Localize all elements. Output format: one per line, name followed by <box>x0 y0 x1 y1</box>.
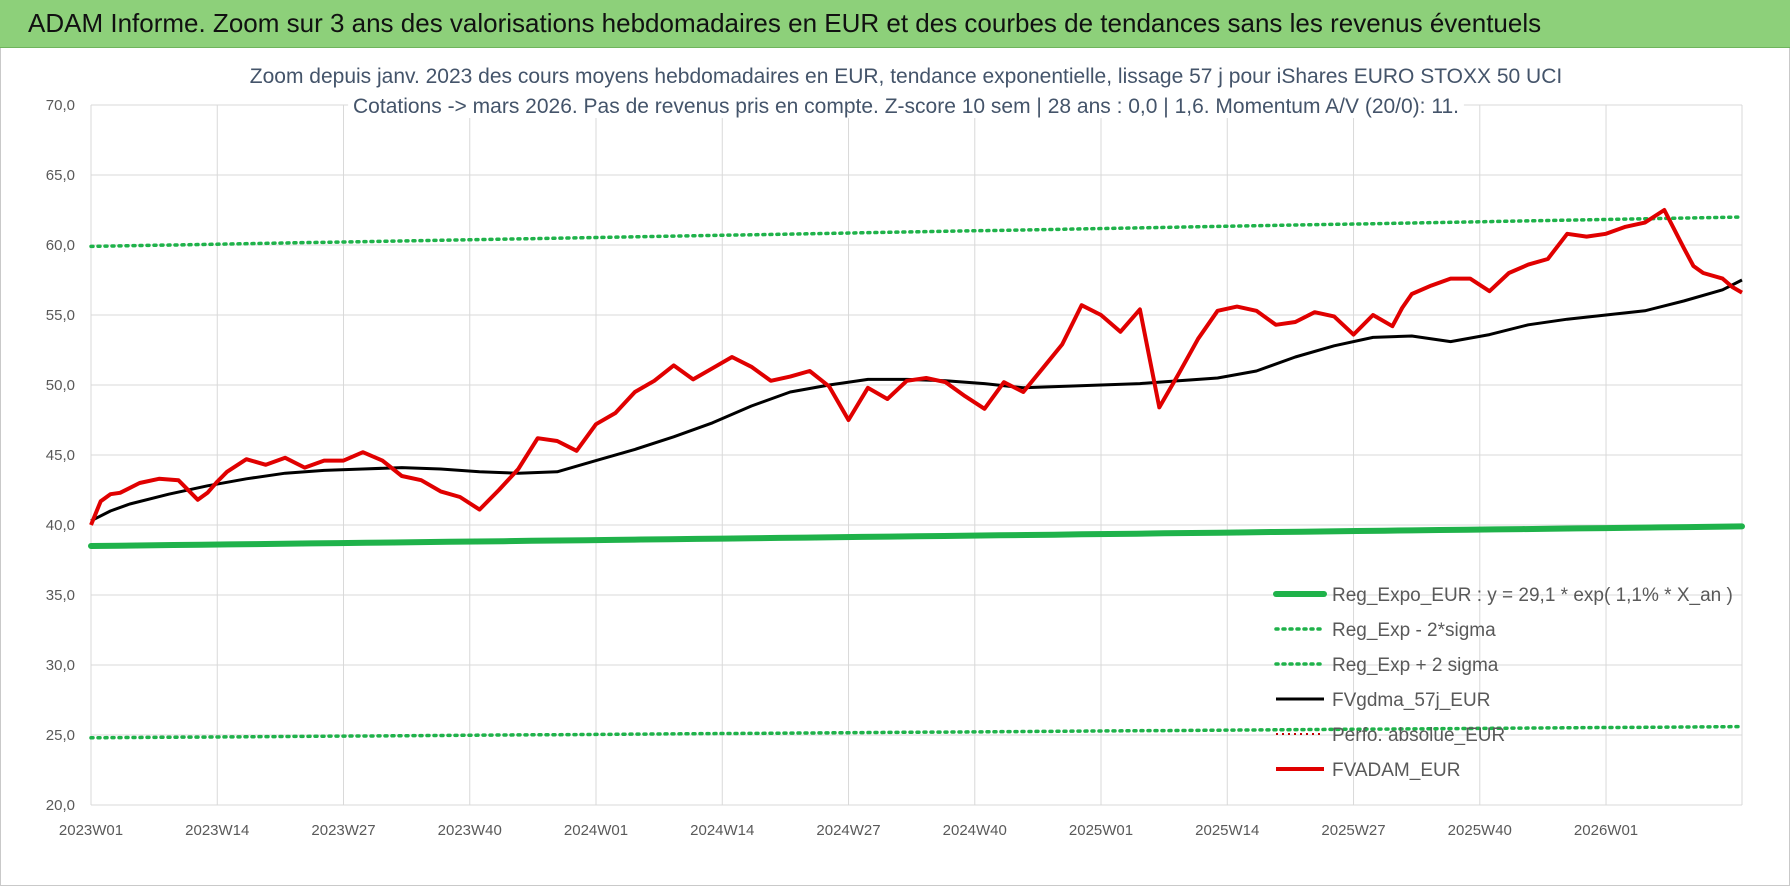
x-tick-label: 2025W27 <box>1321 822 1385 839</box>
series-line-2 <box>89 215 1744 249</box>
y-tick-label: 40,0 <box>46 517 75 534</box>
y-tick-label: 30,0 <box>46 657 75 674</box>
legend-entry: Reg_Exp + 2 sigma <box>1332 655 1499 676</box>
legend-entry: Perfo. absolue_EUR <box>1332 725 1505 746</box>
chart-legend: Reg_Expo_EUR : y = 29,1 * exp( 1,1% * X_… <box>1273 585 1733 781</box>
y-tick-label: 55,0 <box>46 307 75 324</box>
x-axis-ticks: 2023W01 2023W14 2023W27 2023W40 2024W01 2024W… <box>59 822 1638 839</box>
y-tick-label: 60,0 <box>46 237 75 254</box>
series-line-0 <box>88 523 1745 549</box>
y-tick-label: 65,0 <box>46 167 75 184</box>
chart-title: Zoom depuis janv. 2023 des cours moyens … <box>250 60 1562 118</box>
legend-entry: Reg_Exp - 2*sigma <box>1332 620 1496 641</box>
chart-title-bg <box>348 90 1464 118</box>
chart-title-bg <box>286 60 1526 88</box>
y-tick-label: 25,0 <box>46 727 75 744</box>
x-tick-label: 2024W40 <box>943 822 1007 839</box>
y-axis-ticks: 70,0 65,0 60,0 55,0 50,0 45,0 40,0 35,0 30,0 25,0… <box>46 97 75 814</box>
series-line-5 <box>89 208 1743 526</box>
legend-entry: Reg_Expo_EUR : y = 29,1 * exp( 1,1% * X_… <box>1332 585 1733 606</box>
y-tick-label: 45,0 <box>46 447 75 464</box>
report-banner-title: ADAM Informe. Zoom sur 3 ans des valoris… <box>0 0 1790 48</box>
y-tick-label: 35,0 <box>46 587 75 604</box>
x-tick-label: 2023W40 <box>438 822 502 839</box>
chart-series <box>88 208 1745 740</box>
y-tick-label: 70,0 <box>46 97 75 114</box>
legend-entry: FVgdma_57j_EUR <box>1332 690 1490 711</box>
x-tick-label: 2024W27 <box>816 822 880 839</box>
series-line-1 <box>89 724 1744 740</box>
x-tick-label: 2023W27 <box>311 822 375 839</box>
legend-entry: FVADAM_EUR <box>1332 760 1460 781</box>
line-chart: 70,0 65,0 60,0 55,0 50,0 45,0 40,0 35,0 30,0 25,0… <box>46 60 1745 839</box>
chart-grid <box>90 104 1743 806</box>
chart-title-line: Cotations -> mars 2026. Pas de revenus p… <box>353 95 1459 118</box>
x-tick-label: 2025W01 <box>1069 822 1133 839</box>
x-tick-label: 2025W40 <box>1448 822 1512 839</box>
x-tick-label: 2024W01 <box>564 822 628 839</box>
x-tick-label: 2025W14 <box>1195 822 1259 839</box>
x-tick-label: 2023W01 <box>59 822 123 839</box>
x-tick-label: 2026W01 <box>1574 822 1638 839</box>
y-tick-label: 20,0 <box>46 797 75 814</box>
chart-frame: 70,0 65,0 60,0 55,0 50,0 45,0 40,0 35,0 30,0 25,0… <box>0 48 1790 886</box>
x-tick-label: 2023W14 <box>185 822 249 839</box>
y-tick-label: 50,0 <box>46 377 75 394</box>
series-line-3 <box>90 278 1743 523</box>
x-tick-label: 2024W14 <box>690 822 754 839</box>
chart-title-line: Zoom depuis janv. 2023 des cours moyens … <box>250 65 1562 88</box>
